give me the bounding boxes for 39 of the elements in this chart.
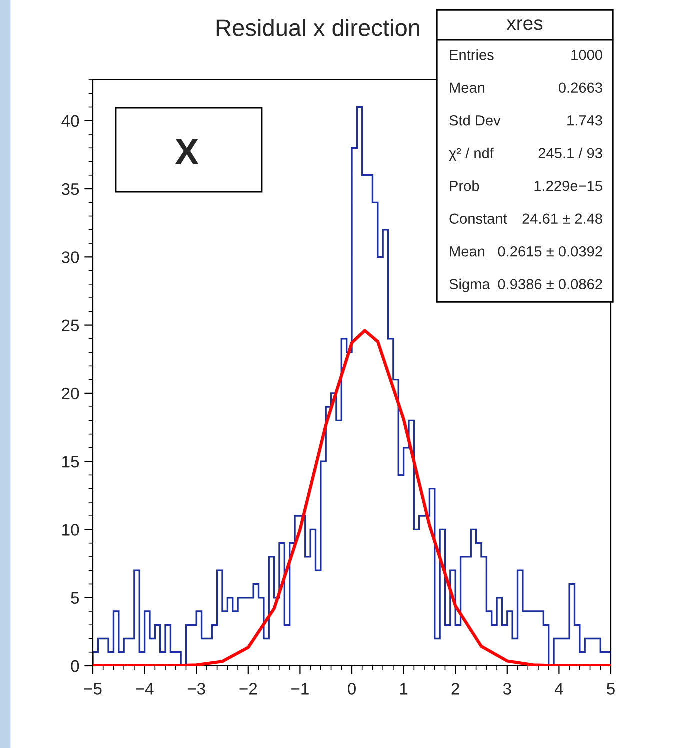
x-tick-label: 2 — [452, 683, 460, 695]
x-tick-label: 1 — [400, 683, 408, 695]
annotation: 0.2663 — [558, 82, 602, 94]
y-tick-label: 40 — [62, 115, 80, 128]
y-tick-label: 20 — [62, 388, 80, 400]
x-tick-label: 0 — [348, 683, 356, 695]
annotation: χ² / ndf — [449, 148, 494, 162]
y-tick-label: 35 — [62, 183, 80, 196]
x-tick-label: −5 — [84, 683, 102, 695]
chart-title: Residual x direction — [216, 18, 420, 36]
annotation: 1.743 — [568, 115, 602, 126]
annotation: Mean — [450, 246, 485, 257]
y-tick-label: 15 — [62, 456, 80, 468]
x-tick-label: −2 — [240, 683, 258, 695]
annotation: Std Dev — [450, 115, 501, 126]
text: xres — [506, 20, 543, 30]
y-tick-label: 10 — [62, 524, 80, 536]
x-tick-label: −3 — [188, 683, 206, 695]
x-tick-label: −4 — [136, 683, 154, 695]
y-tick-label: 5 — [71, 592, 80, 604]
annotation: Mean — [450, 82, 485, 94]
annotation: Sigma — [450, 278, 490, 292]
y-tick-label: 0 — [71, 660, 80, 672]
annotation: Prob — [450, 180, 480, 192]
x-tick-label: 3 — [503, 683, 512, 695]
annotation: X — [175, 140, 199, 164]
annotation: 245.1 / 93 — [538, 148, 602, 159]
annotation: 0.2615 ± 0.0392 — [498, 246, 602, 257]
y-tick-label: 30 — [62, 252, 80, 264]
annotation: Constant — [450, 214, 508, 224]
x-tick-label: 4 — [554, 683, 564, 695]
annotation: 0.9386 ± 0.0862 — [498, 279, 602, 290]
x-tick-label: −1 — [292, 683, 309, 695]
annotation: 1.229e−15 — [534, 180, 602, 192]
text: 1000 — [572, 50, 602, 60]
text: Entries — [450, 50, 494, 60]
y-tick-label: 25 — [62, 320, 80, 332]
annotation: 24.61 ± 2.48 — [522, 214, 602, 224]
x-tick-label: 5 — [607, 683, 615, 695]
